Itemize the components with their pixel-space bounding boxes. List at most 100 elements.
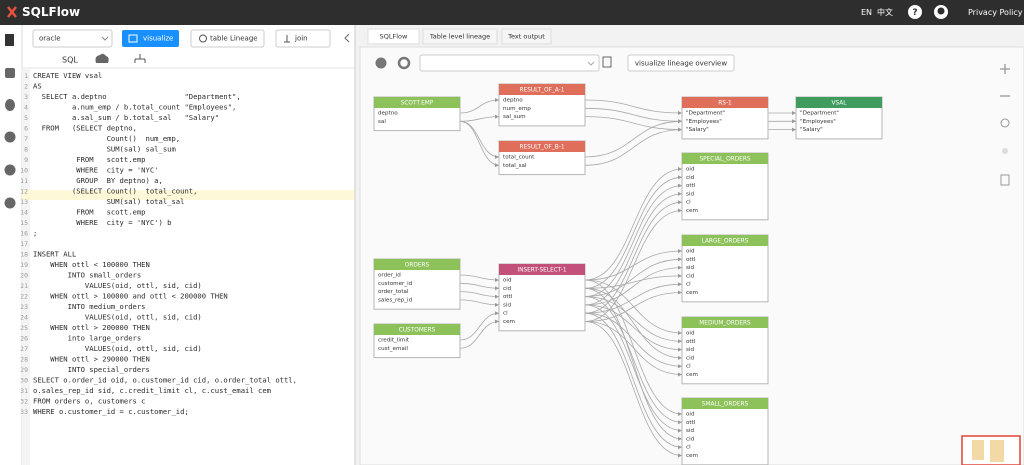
node-column: ottl	[686, 420, 696, 426]
line-number: 8	[24, 146, 28, 154]
node-column: cem	[686, 208, 698, 214]
sql-tab[interactable]: SQL	[62, 56, 78, 65]
upload-icon[interactable]	[95, 53, 109, 63]
node-column: sales_rep_id	[378, 297, 413, 303]
code-line: INSERT ALL	[33, 250, 76, 259]
lang-zh[interactable]: 中文	[877, 7, 893, 17]
edge-arrow	[678, 208, 682, 213]
export-icon[interactable]	[1000, 174, 1010, 186]
code-line: FROM scott.emp	[33, 208, 146, 217]
logo[interactable]: SQLFlow	[22, 5, 80, 19]
minimap-content	[990, 440, 1004, 462]
line-number: 25	[20, 324, 28, 332]
edge-arrow	[495, 294, 499, 299]
node-column: cl	[686, 445, 691, 451]
lineage-edge	[584, 296, 683, 423]
line-number: 30	[20, 377, 28, 385]
sidebar-icon[interactable]	[5, 99, 15, 111]
node-column: oid	[686, 167, 695, 173]
node-column: deptno	[503, 98, 523, 104]
tab[interactable]	[501, 28, 552, 45]
node-header	[499, 141, 585, 152]
table-lineage-button[interactable]	[190, 29, 265, 48]
search-select[interactable]	[419, 54, 600, 72]
node-title: LARGE_ORDERS	[702, 239, 749, 245]
sidebar-icon[interactable]	[5, 68, 15, 78]
table-node[interactable]: RESULT_OF_B-1 total_count total_sal	[498, 140, 586, 176]
sidebar-icon[interactable]	[4, 197, 16, 209]
line-number: 28	[20, 356, 28, 364]
table-lineage-label: table Lineage	[210, 35, 258, 43]
edge-arrow	[678, 249, 682, 253]
node-header	[682, 398, 768, 409]
code-line: (SELECT Count() total_count,	[33, 187, 197, 196]
privacy-link[interactable]: Privacy Policy	[968, 8, 1023, 17]
lineage-edge	[584, 176, 683, 289]
sidebar-icon[interactable]	[5, 34, 14, 46]
table-node[interactable]: INSERT-SELECT-1 oid cid ottl sid cl cem	[498, 263, 586, 332]
line-number: 23	[20, 303, 28, 311]
visualize-button[interactable]	[122, 30, 179, 47]
collapse-icon[interactable]	[344, 33, 350, 43]
sidebar-icon[interactable]	[4, 164, 16, 176]
node-column: oid	[503, 278, 512, 284]
sidebar-icon[interactable]	[4, 131, 16, 143]
node-column: "Salary"	[800, 127, 823, 133]
edge-arrow	[678, 420, 682, 425]
table-node[interactable]: VSAL "Department" "Employees" "Salary"	[795, 96, 883, 140]
line-number: 16	[20, 230, 28, 238]
lang-en[interactable]: EN	[861, 8, 872, 17]
help-icon[interactable]	[908, 5, 922, 19]
lineage-edge	[584, 267, 683, 306]
edge-arrow	[678, 257, 682, 262]
overview-button[interactable]	[627, 54, 735, 72]
tree-icon[interactable]	[134, 54, 146, 63]
edge-arrow	[678, 364, 682, 369]
node-column: "Employees"	[686, 119, 722, 125]
edge-arrow	[678, 339, 682, 344]
zoom-in[interactable]	[1000, 64, 1010, 74]
node-column: sal	[378, 119, 386, 125]
line-number: 11	[20, 177, 28, 185]
line-number: 9	[24, 156, 28, 164]
edge-arrow	[495, 286, 499, 291]
table-node[interactable]: CUSTOMERS credit_limit cust_email	[373, 323, 461, 359]
join-label: join	[294, 35, 308, 43]
join-button[interactable]	[275, 29, 331, 48]
line-number: 20	[20, 272, 28, 280]
node-column: cid	[686, 436, 695, 442]
table-node[interactable]: RS-1 "Department" "Employees" "Salary"	[681, 96, 769, 140]
code-line: CREATE VIEW vsal	[33, 71, 102, 80]
settings-icon[interactable]	[397, 56, 411, 70]
code-line: WHERE o.customer_id = c.customer_id;	[33, 407, 189, 416]
visualize-icon	[128, 34, 138, 43]
code-line: AS	[33, 82, 42, 91]
copy-icon[interactable]	[602, 56, 612, 68]
node-column: oid	[686, 331, 695, 337]
line-number: 14	[20, 209, 28, 217]
node-column: total_count	[503, 155, 535, 161]
db-select[interactable]	[32, 29, 113, 48]
edge-arrow	[678, 183, 682, 188]
tab[interactable]	[367, 28, 420, 45]
edge-arrow	[678, 265, 682, 270]
tab-label: Table level lineage	[429, 33, 490, 41]
edge-arrow	[792, 127, 796, 132]
code-line: a.num_emp / b.total_count "Employees",	[33, 103, 236, 112]
line-number: 24	[20, 314, 28, 322]
tab[interactable]	[422, 28, 498, 45]
reset-icon[interactable]	[1000, 118, 1010, 128]
node-title: INSERT-SELECT-1	[517, 268, 566, 274]
locate-icon[interactable]	[1002, 148, 1008, 154]
lineage-edge	[584, 193, 683, 306]
table-node[interactable]: ORDERS order_id customer_id order_totalsale…	[373, 258, 461, 310]
info-icon[interactable]	[375, 57, 387, 69]
